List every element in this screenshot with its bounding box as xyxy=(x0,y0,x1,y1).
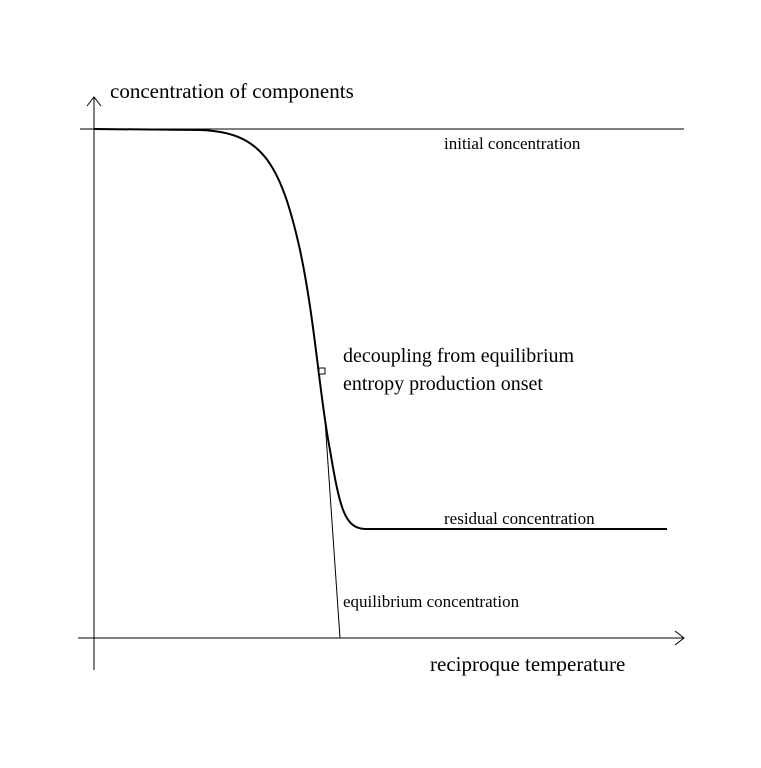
y-axis-label: concentration of components xyxy=(110,79,354,103)
concentration-curve xyxy=(93,128,667,530)
onset-label: entropy production onset xyxy=(343,373,543,395)
x-axis-arrow xyxy=(674,630,685,646)
x-axis-label: reciproque temperature xyxy=(430,652,625,676)
decoupling-label: decoupling from equilibrium xyxy=(343,345,575,367)
equilibrium-label: equilibrium concentration xyxy=(343,592,520,611)
decoupling-point xyxy=(318,367,326,375)
y-axis-arrow xyxy=(86,96,102,107)
initial-label: initial concentration xyxy=(444,134,581,153)
residual-label: residual concentration xyxy=(444,509,595,528)
